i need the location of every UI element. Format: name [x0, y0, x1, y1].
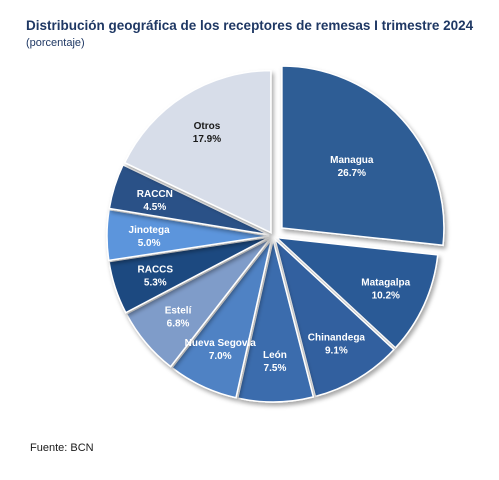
pie-slice-raccs — [108, 236, 270, 314]
slice-value-matagalpa: 10.2% — [372, 290, 400, 301]
pie-slice-otros — [123, 69, 272, 234]
slice-value-chinandega: 9.1% — [325, 345, 348, 356]
slice-value-managua: 26.7% — [338, 168, 366, 179]
chart-subtitle: (porcentaje) — [26, 37, 85, 49]
pie-slice-esteli — [125, 237, 271, 368]
pie-slice-nueva-segovia — [170, 239, 273, 399]
slice-label-matagalpa: Matagalpa — [361, 277, 410, 288]
slice-label-esteli: Estelí — [165, 306, 193, 317]
slice-value-leon: 7.5% — [264, 363, 287, 374]
slice-value-raccs: 5.3% — [144, 278, 167, 289]
slice-label-jinotega: Jinotega — [129, 225, 171, 236]
slice-label-nueva-segovia: Nueva Segovia — [185, 338, 257, 349]
slice-value-nueva-segovia: 7.0% — [209, 351, 232, 362]
slice-label-raccn: RACCN — [137, 189, 173, 200]
slice-label-raccs: RACCS — [138, 265, 174, 276]
slice-label-managua: Managua — [330, 155, 374, 166]
slice-label-leon: León — [263, 350, 287, 361]
slice-label-otros: Otros — [194, 121, 221, 132]
slice-label-chinandega: Chinandega — [308, 332, 366, 343]
pie-slice-chinandega — [273, 237, 395, 398]
slice-value-otros: 17.9% — [193, 134, 221, 145]
slice-value-raccn: 4.5% — [143, 202, 166, 213]
source-note: Fuente: BCN — [30, 442, 94, 454]
pie-slice-raccn — [108, 163, 270, 236]
pie-slice-managua — [281, 65, 445, 247]
slice-value-esteli: 6.8% — [167, 319, 190, 330]
chart-title: Distribución geográfica de los receptore… — [26, 18, 474, 33]
pie-slice-leon — [236, 239, 315, 403]
pie-slice-matagalpa — [274, 236, 439, 349]
pie-slice-jinotega — [106, 208, 270, 262]
slice-value-jinotega: 5.0% — [138, 238, 161, 249]
